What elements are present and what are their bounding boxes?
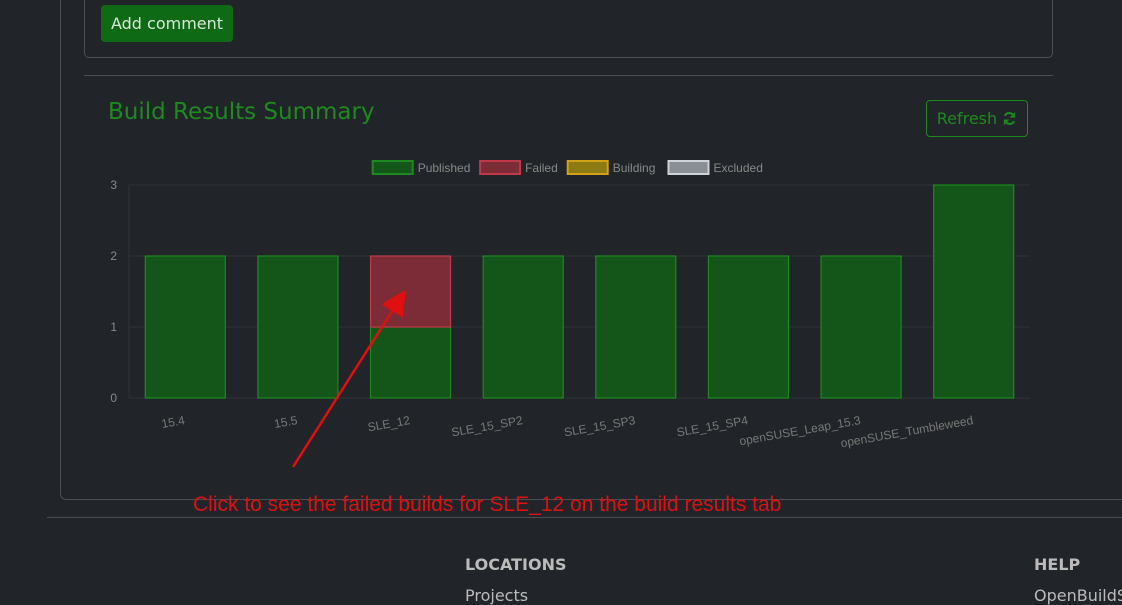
legend-swatch	[371, 160, 414, 175]
footer-link[interactable]: Projects	[465, 586, 529, 605]
comment-card	[84, 0, 1053, 58]
x-tick-label: SLE_15_SP2	[450, 413, 524, 439]
x-tick-label: SLE_15_SP3	[563, 413, 637, 439]
y-tick-label: 3	[110, 178, 117, 192]
section-title: Build Results Summary	[108, 99, 375, 125]
bar-segment	[144, 255, 226, 399]
legend-label: Excluded	[714, 161, 763, 175]
refresh-icon	[1004, 111, 1016, 126]
bar-segment	[707, 255, 790, 399]
legend-swatch	[479, 160, 522, 175]
x-tick-label: 15.4	[160, 413, 186, 431]
legend-swatch	[566, 160, 609, 175]
annotation-arrow	[291, 289, 406, 468]
refresh-button[interactable]: Refresh	[926, 100, 1028, 137]
card-border	[60, 0, 1122, 500]
legend-label: Published	[418, 161, 471, 175]
y-tick-label: 0	[110, 391, 117, 405]
y-tick-label: 1	[110, 320, 117, 334]
bar-segment	[257, 255, 339, 399]
bar-segment	[369, 255, 452, 328]
refresh-label[interactable]: Refresh	[936, 109, 998, 128]
x-tick-label: SLE_12	[367, 413, 412, 434]
footer-separator	[47, 517, 1122, 518]
add-comment-button[interactable]: Add comment	[101, 5, 233, 42]
footer-heading: HELP	[1034, 555, 1081, 574]
bar-segment	[933, 184, 1015, 399]
annotation: Click to see the failed builds for SLE_1…	[193, 493, 781, 516]
bar-segment	[482, 255, 564, 399]
footer-link[interactable]: OpenBuildService	[1034, 586, 1122, 605]
y-tick-label: 2	[110, 249, 117, 263]
bar-segment	[820, 255, 902, 399]
bar-segment	[595, 255, 677, 399]
footer-heading: LOCATIONS	[465, 555, 567, 574]
separator	[84, 75, 1053, 76]
x-tick-label: 15.5	[273, 413, 299, 431]
legend-label: Building	[613, 161, 656, 175]
legend-label: Failed	[525, 161, 558, 175]
bar-segment	[369, 326, 452, 399]
legend-swatch	[667, 160, 710, 175]
